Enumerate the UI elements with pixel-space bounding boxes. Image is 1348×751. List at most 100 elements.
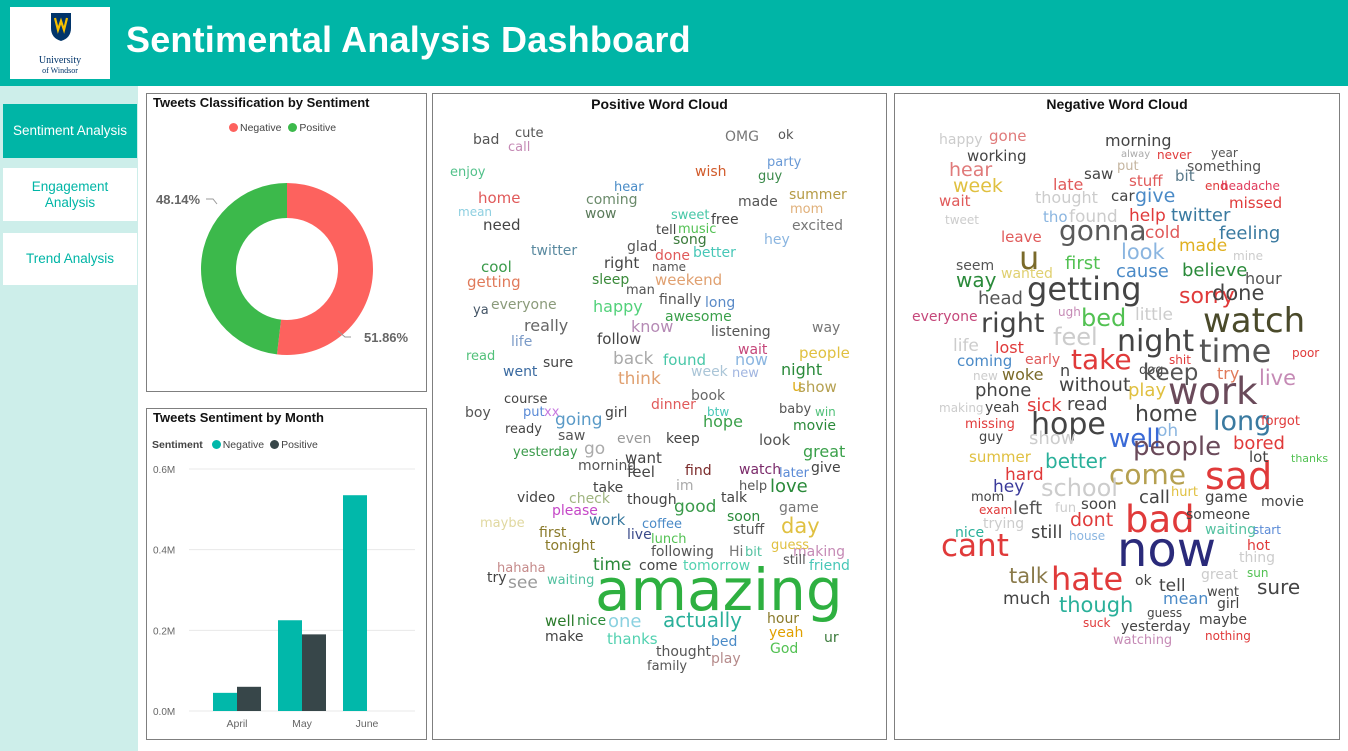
positive-word-cloud-panel: Positive Word Cloud bad cute call OMG ok part… [432, 93, 887, 740]
word-gone: gone [989, 127, 1026, 145]
word-cool: cool [481, 258, 512, 276]
bar-negative-april[interactable] [213, 692, 237, 711]
word-sure: sure [543, 355, 573, 371]
word-thing: thing [1239, 550, 1275, 566]
word-sun: sun [1247, 566, 1268, 580]
word-hope: hope [1031, 407, 1106, 442]
word-yeah: yeah [985, 400, 1019, 416]
word-later: later [779, 466, 810, 481]
word-bit: bit [1175, 167, 1195, 185]
word-yesterday: yesterday [513, 445, 578, 460]
word-woke: woke [1002, 365, 1043, 384]
bar-negative-june[interactable] [343, 495, 367, 711]
word-hard: hard [1005, 465, 1044, 485]
word-mine: mine [1233, 249, 1263, 263]
word-thought: thought [1035, 188, 1098, 207]
word-suck: suck [1083, 616, 1110, 630]
nav-trend-analysis[interactable]: Trend Analysis [3, 233, 137, 285]
word-make: make [545, 629, 583, 645]
word-following: following [651, 544, 714, 560]
nav-engagement-analysis[interactable]: Engagement Analysis [3, 168, 137, 221]
word-live: live [627, 527, 652, 543]
word-movie: movie [1261, 494, 1304, 510]
word-tonight: tonight [545, 538, 596, 554]
word-tweet: tweet [945, 213, 979, 227]
word-god: God [770, 641, 798, 657]
word-cant: cant [941, 528, 1009, 564]
word-home: home [1135, 402, 1197, 427]
word-summer: summer [789, 187, 847, 203]
word-yeah: yeah [769, 625, 803, 641]
word-headache: headache [1221, 179, 1280, 193]
word-friend: friend [809, 558, 850, 574]
word-still: still [783, 553, 806, 568]
word-help: help [1129, 206, 1166, 226]
nav-sentiment-analysis[interactable]: Sentiment Analysis [3, 104, 137, 158]
word-phone: phone [975, 380, 1031, 401]
word-forgot: forgot [1261, 414, 1300, 429]
word-come: come [639, 558, 678, 574]
bar-chart-panel: Tweets Sentiment by Month Sentiment Nega… [146, 408, 427, 740]
x-tick-label: May [292, 718, 313, 730]
word-seem: seem [956, 258, 994, 274]
legend-positive-dot [288, 123, 298, 132]
word-talk: talk [1009, 564, 1049, 588]
word-long: long [705, 295, 735, 311]
word-start: start [1253, 523, 1281, 537]
word-coming: coming [957, 352, 1012, 370]
word-mean: mean [458, 205, 492, 219]
word-going: going [555, 410, 602, 430]
word-better: better [1045, 449, 1107, 473]
word-home: home [478, 189, 521, 207]
word-night: night [1117, 324, 1194, 359]
word-great: great [803, 442, 845, 461]
word-read: read [466, 349, 495, 364]
word-bit: bit [745, 545, 762, 560]
word-saw: saw [1084, 165, 1113, 183]
logo-text-university: University [38, 55, 82, 66]
word-feeling: feeling [1219, 223, 1280, 244]
bar-positive-may[interactable] [302, 634, 326, 711]
word-someone: someone [1186, 507, 1250, 523]
positive-cloud-title: Positive Word Cloud [591, 96, 728, 112]
word-hear: hear [949, 159, 992, 181]
word-ur: ur [824, 630, 839, 646]
word-tell: tell [656, 223, 676, 238]
word-waiting: waiting [547, 573, 594, 588]
donut-slice-negative[interactable] [276, 183, 373, 355]
bar-chart-title: Tweets Sentiment by Month [153, 410, 324, 425]
word-look: look [1121, 240, 1166, 264]
word-coffee: coffee [642, 517, 682, 532]
word-nothing: nothing [1205, 629, 1251, 643]
bar-positive-april[interactable] [237, 686, 261, 711]
word-dog: dog [1139, 363, 1163, 378]
word-went: went [1207, 585, 1239, 600]
word-night: night [781, 360, 822, 379]
bar-negative-may[interactable] [278, 620, 302, 711]
label-leader-negative [337, 330, 351, 338]
word-getting: getting [467, 273, 521, 291]
donut-slice-positive[interactable] [200, 183, 287, 355]
word-soon: soon [727, 509, 760, 525]
word-good: good [674, 497, 716, 517]
word-u: u [1019, 239, 1039, 277]
word-dont: dont [1070, 509, 1113, 531]
word-n: n [1060, 361, 1070, 380]
word-maybe: maybe [1199, 612, 1247, 628]
word-getting: getting [1027, 270, 1142, 308]
word-twitter: twitter [531, 243, 577, 259]
word-hour: hour [1245, 269, 1282, 288]
legend-positive-label: Positive [281, 439, 318, 451]
word-free: free [711, 212, 739, 228]
word-ugh: ugh [1058, 305, 1081, 319]
word-little: little [1135, 305, 1173, 325]
word-enjoy: enjoy [450, 165, 486, 180]
word-try: try [1217, 364, 1239, 383]
word-thanks: thanks [607, 630, 658, 648]
word-ready: ready [505, 422, 542, 437]
word-wish: wish [695, 164, 727, 180]
word-went: went [503, 364, 538, 380]
word-long: long [1213, 406, 1271, 437]
word-give: give [811, 460, 841, 476]
